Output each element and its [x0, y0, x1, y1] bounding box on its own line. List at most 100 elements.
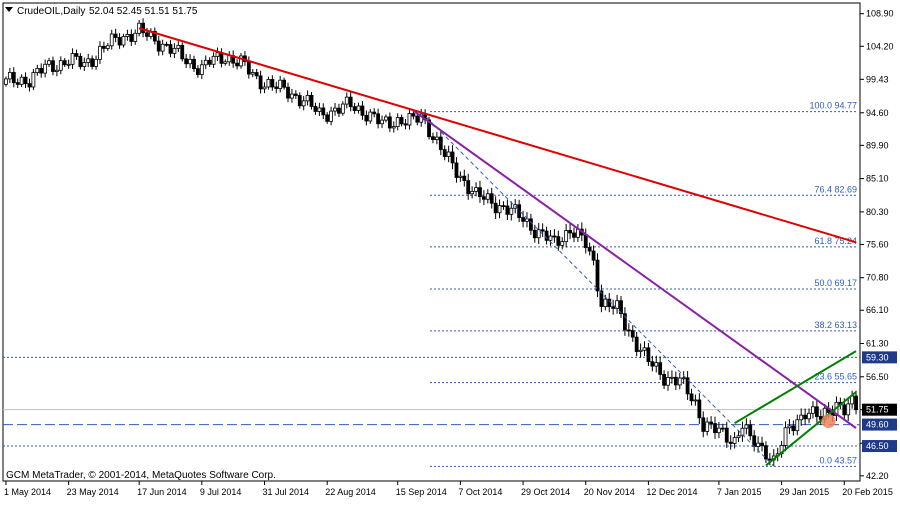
candle-body: [86, 58, 91, 63]
candle-body: [564, 230, 569, 243]
trendline-channel-lower[interactable]: [765, 391, 857, 467]
candle-body: [35, 68, 40, 73]
candle-body: [152, 30, 157, 42]
candle-body: [599, 290, 604, 307]
candle-body: [325, 114, 330, 122]
candle-body: [528, 218, 533, 231]
price-tick-label: 104.20: [866, 41, 894, 51]
candle-body: [615, 300, 619, 309]
candle-body: [250, 72, 255, 75]
candle-body: [39, 68, 44, 74]
candle-body: [560, 241, 565, 246]
candle-body: [333, 107, 337, 112]
candle-body: [462, 175, 467, 182]
candle-body: [540, 229, 545, 232]
candle-body: [431, 136, 435, 141]
candle-body: [98, 45, 102, 60]
candle-body: [113, 33, 118, 38]
candle-body: [223, 61, 228, 64]
candle-body: [717, 427, 721, 434]
price-tick-label: 85.10: [866, 174, 889, 184]
candle-body: [697, 399, 702, 419]
candle-body: [454, 162, 459, 178]
candle-body: [626, 329, 631, 332]
candle-body: [19, 76, 24, 85]
candle-body: [305, 94, 310, 102]
candle-body: [654, 362, 659, 367]
candle-body: [525, 218, 529, 222]
time-tick-label: 7 Oct 2014: [458, 487, 502, 497]
copyright-text: GCM MetaTrader, © 2001-2014, MetaQuotes …: [6, 470, 276, 481]
candle-body: [478, 187, 482, 198]
candle-body: [168, 44, 173, 54]
time-tick-label: 7 Jan 2015: [717, 487, 762, 497]
price-badges: 59.30 49.60 46.50 51.75: [862, 351, 897, 453]
candle-body: [709, 421, 713, 424]
candle-body: [384, 116, 388, 121]
candle-body: [736, 435, 741, 439]
candles: [4, 18, 858, 467]
candle-body: [619, 300, 623, 315]
fib-level-label: 0.0 43.57: [819, 455, 857, 465]
horizontal-levels: [3, 356, 860, 447]
candle-body: [548, 235, 553, 241]
price-tick-label: 75.60: [866, 239, 889, 249]
chart-menu-icon[interactable]: [5, 7, 13, 12]
candle-body: [701, 417, 706, 432]
candle-body: [329, 110, 334, 122]
candle-body: [685, 377, 690, 395]
candle-body: [583, 234, 588, 248]
level-badge-box: [862, 418, 897, 431]
candle-body: [611, 306, 616, 309]
candle-body: [474, 187, 478, 192]
candle-body: [517, 204, 522, 218]
trendline-thin-blue-dashed[interactable]: [420, 111, 775, 467]
candle-body: [254, 72, 259, 77]
candle-body: [278, 79, 283, 89]
candle-body: [368, 111, 373, 122]
trendline-red[interactable]: [138, 27, 857, 244]
time-tick-label: 20 Nov 2014: [584, 487, 635, 497]
candle-body: [532, 229, 537, 239]
candle-body: [266, 79, 271, 88]
candle-body: [78, 55, 83, 67]
candle-body: [82, 62, 87, 67]
level-badge-box: [862, 440, 897, 453]
candle-body: [732, 437, 737, 444]
candle-body: [744, 424, 749, 429]
candle-body: [536, 229, 541, 239]
candle-body: [4, 78, 8, 85]
candle-body: [337, 107, 341, 114]
trendlines[interactable]: [138, 27, 857, 467]
candle-body: [814, 406, 819, 417]
candle-body: [842, 404, 847, 416]
candle-body: [795, 419, 800, 432]
candle-body: [340, 103, 345, 114]
candle-body: [109, 33, 114, 47]
candle-body: [141, 22, 145, 34]
candle-body: [623, 313, 627, 331]
candle-body: [646, 347, 651, 363]
candle-body: [705, 421, 710, 432]
candle-body: [199, 64, 204, 75]
time-tick-label: 15 Sep 2014: [396, 487, 447, 497]
candle-body: [544, 230, 549, 241]
candle-body: [31, 72, 36, 88]
candle-body: [188, 58, 192, 65]
candle-body: [568, 230, 572, 234]
candle-body: [489, 193, 494, 204]
candle-body: [290, 93, 294, 99]
candle-body: [481, 196, 486, 200]
trendline-purple[interactable]: [412, 109, 857, 429]
trendline-channel-upper[interactable]: [734, 350, 857, 425]
candle-body: [434, 136, 439, 141]
candle-body: [846, 403, 851, 416]
candle-body: [176, 44, 181, 49]
candle-body: [235, 62, 239, 67]
time-tick-label: 1 May 2014: [4, 487, 51, 497]
fib-level-label: 61.8 75.24: [814, 236, 857, 246]
fib-level-label: 76.4 82.69: [814, 184, 857, 194]
candle-body: [630, 330, 635, 338]
fib-level-label: 50.0 69.17: [814, 278, 857, 288]
